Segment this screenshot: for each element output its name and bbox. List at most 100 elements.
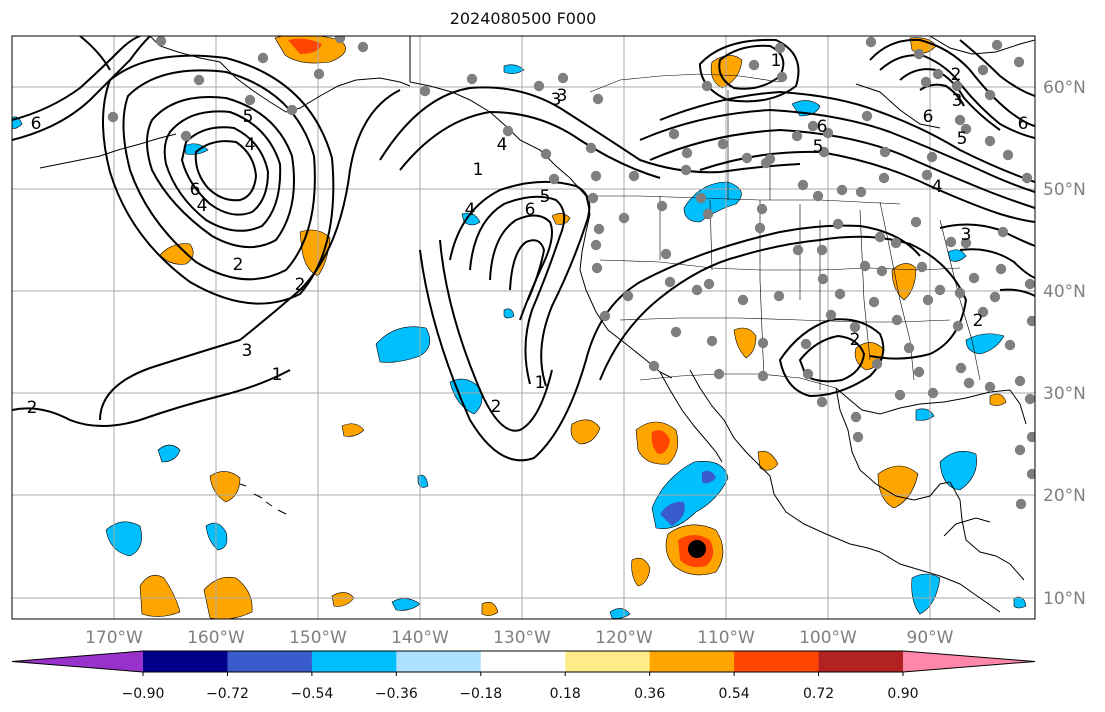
station-dot: [968, 272, 980, 284]
contour-label: 2: [973, 311, 984, 331]
station-dot: [668, 128, 680, 140]
station-dot: [1026, 468, 1035, 480]
contour-label: 6: [923, 107, 934, 127]
contour-label: 4: [197, 196, 208, 216]
longitude-label: 150°W: [289, 628, 347, 648]
station-dot: [934, 284, 946, 296]
station-dot: [984, 381, 996, 393]
station-dot: [757, 337, 769, 349]
station-dot: [681, 147, 693, 159]
contour-lines: [12, 36, 1035, 462]
station-dot: [664, 276, 676, 288]
negative-anomaly-area: [503, 64, 525, 74]
contour-label: 4: [497, 135, 508, 155]
station-dot: [977, 306, 989, 318]
positive-anomaly-area: [570, 419, 601, 445]
station-dot: [922, 294, 934, 306]
station-dot: [1014, 375, 1026, 387]
contour-label: 2: [491, 397, 502, 417]
station-dot: [816, 396, 828, 408]
station-dot: [622, 290, 634, 302]
colorbar-tick-label: 0.36: [634, 686, 665, 702]
longitude-label: 140°W: [391, 628, 449, 648]
station-dot: [585, 142, 597, 154]
colorbar-tick-label: 0.18: [550, 686, 581, 702]
positive-anomaly-area: [733, 327, 757, 359]
station-dot: [1026, 315, 1035, 327]
latitude-label: 60°N: [1043, 78, 1086, 98]
station-dot: [849, 321, 861, 333]
station-dot: [890, 237, 902, 249]
longitude-label: 120°W: [595, 628, 653, 648]
station-dot: [691, 284, 703, 296]
contour-label: 6: [1018, 114, 1029, 134]
colorbar-segment: [396, 651, 482, 672]
colorbar-tick-label: −0.72: [206, 686, 249, 702]
positive-anomaly-area: [288, 38, 322, 54]
negative-anomaly-area: [660, 501, 685, 526]
station-dot: [868, 296, 880, 308]
colorbar-tick-label: −0.90: [122, 686, 165, 702]
negative-anomaly-area: [609, 608, 631, 619]
station-dot: [466, 73, 478, 85]
station-dot: [797, 179, 809, 191]
colorbar-segment: [649, 651, 735, 672]
station-dot: [954, 287, 966, 299]
station-dot: [913, 48, 925, 60]
contour-label: 5: [243, 107, 254, 127]
station-dot: [107, 111, 119, 123]
contour-label: 1: [272, 365, 283, 385]
station-dot: [590, 170, 602, 182]
colorbar-segment: [480, 651, 566, 672]
map-title: 2024080500 F000: [449, 9, 597, 28]
station-dot: [951, 80, 963, 92]
colorbar-segment: [818, 651, 904, 672]
station-dot: [1021, 172, 1033, 184]
station-dot: [997, 226, 1009, 238]
station-dot: [313, 68, 325, 80]
station-dot: [816, 244, 828, 256]
station-dot: [859, 260, 871, 272]
colorbar-tick-labels: −0.90 −0.72 −0.54 −0.36 −0.18 0.18 0.36 0.54 0.7…: [122, 672, 919, 702]
positive-anomaly-area: [481, 601, 499, 616]
station-dot: [807, 120, 819, 132]
station-dot: [991, 39, 1003, 51]
station-dot: [760, 157, 772, 169]
colorbar-segment: [143, 651, 228, 672]
station-dot: [963, 377, 975, 389]
station-dot: [876, 265, 888, 277]
negative-anomaly-area: [683, 181, 742, 223]
colorbar-tick-label: −0.54: [290, 686, 333, 702]
map-background: [12, 36, 1035, 619]
negative-anomaly-area: [1013, 596, 1027, 609]
longitude-label: 90°W: [907, 628, 954, 648]
contour-label: 6: [817, 117, 828, 137]
station-dot: [587, 192, 599, 204]
positive-anomaly-area: [159, 243, 194, 265]
colorbar-extend-max: [903, 651, 1035, 672]
negative-anomaly-area: [702, 470, 716, 484]
longitude-label: 170°W: [85, 628, 143, 648]
station-dot: [773, 290, 785, 302]
station-dot: [945, 236, 957, 248]
contour-label: 4: [932, 177, 943, 197]
station-dot: [825, 309, 837, 321]
colorbar-segment: [227, 651, 313, 672]
contour-label: 1: [535, 373, 546, 393]
station-dot: [286, 104, 298, 116]
station-dot: [774, 42, 786, 54]
station-dot: [1002, 149, 1014, 161]
station-dot: [593, 223, 605, 235]
negative-anomaly-area: [503, 308, 515, 319]
station-dot: [648, 360, 660, 372]
station-dot: [180, 130, 192, 142]
contour-label: 3: [952, 91, 963, 111]
station-dot: [903, 342, 915, 354]
negative-anomaly-area: [157, 444, 181, 463]
contour-label: 5: [813, 137, 824, 157]
storm-center-marker: [688, 540, 706, 558]
station-dot: [960, 123, 972, 135]
contour-label: 6: [31, 114, 42, 134]
contour-label: 4: [465, 200, 476, 220]
